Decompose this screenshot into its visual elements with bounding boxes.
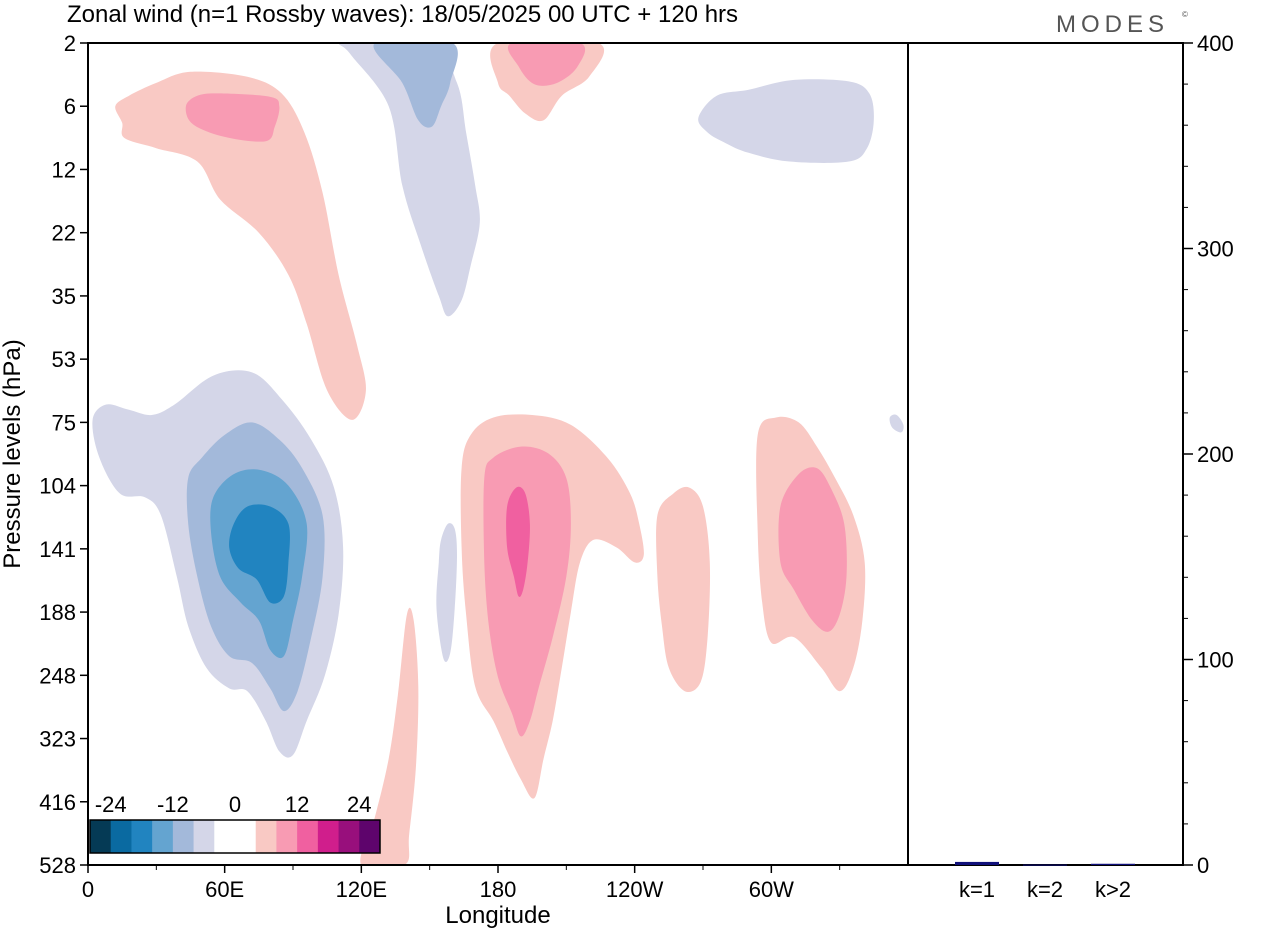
chart-title: Zonal wind (n=1 Rossby waves): 18/05/202… [67,1,738,28]
y-tick-label: 35 [52,284,76,309]
energy-bar-chart: 0100200300400Energy (J/kg)k=1k=2k>2 [955,31,1234,902]
colorbar-swatch [214,820,236,853]
energy-panel-frame [907,42,1184,866]
colorbar-swatch [276,820,298,853]
contour-upper-negative-top-core [373,43,458,128]
energy-category-label: k=2 [1027,877,1063,902]
colorbar-tick-label: 0 [229,792,241,817]
colorbar-legend: -24 -12 0 12 24 [89,792,381,854]
colorbar-tick-label: -12 [157,792,189,817]
colorbar-swatch [110,820,132,853]
colorbar-swatch [317,820,340,853]
colorbar-swatch [338,820,360,853]
y-tick-label: 53 [52,347,76,372]
contour-lower-negative-west-core [229,504,290,604]
contour-upper-positive-top-core [507,43,586,86]
energy-category-label: k>2 [1095,877,1131,902]
contour-upper-negative-top [339,43,480,317]
y-tick-label: 528 [39,853,76,878]
energy-tick-label: 100 [1197,648,1234,673]
contour-lower-positive-narrow [360,607,419,865]
colorbar-swatch [359,820,381,853]
x-tick-label: 120W [606,877,664,902]
contour-upper-positive-west [115,71,366,420]
contour-lower-positive-mid [656,486,711,692]
y-tick-label: 6 [64,94,76,119]
y-tick-label: 104 [39,474,76,499]
colorbar-swatch [172,820,195,853]
y-tick-label: 22 [52,221,76,246]
colorbar-swatch [235,820,257,853]
colorbar-frame [89,819,381,854]
colorbar-swatch [131,820,153,853]
energy-tick-label: 400 [1197,31,1234,56]
y-tick-label: 416 [39,790,76,815]
colorbar-swatch [193,820,215,853]
x-tick-label: 120E [336,877,387,902]
x-tick-label: 60W [749,877,794,902]
contour-lower-positive-center-2 [483,446,571,737]
colorbar-tick-label: 24 [347,792,371,817]
contour-lower-positive-east-core [778,467,847,632]
contour-small-negative-east [889,414,904,433]
x-axis-label: Longitude [445,902,550,929]
y-tick-label: 12 [52,157,76,182]
energy-bar-1 [955,861,999,865]
colorbar-swatch [255,820,277,853]
contour-upper-negative-east [698,79,874,163]
contour-group [92,43,904,865]
y-tick-label: 323 [39,727,76,752]
colorbar-tick-label: -24 [95,792,127,817]
y-tick-label: 248 [39,663,76,688]
contour-upper-positive-west-core [185,93,280,142]
colorbar-tick-label: 12 [285,792,309,817]
contour-plot [92,43,904,865]
x-tick-label: 0 [82,877,94,902]
energy-tick-label: 300 [1197,237,1234,262]
y-axis-label: Pressure levels (hPa) [0,339,26,568]
x-tick-label: 60E [205,877,244,902]
contour-lower-positive-center-core [506,486,530,598]
modes-logo: MODES © [1056,10,1193,38]
y-tick-label: 2 [64,31,76,56]
energy-tick-label: 200 [1197,442,1234,467]
brand-text: MODES [1056,11,1169,38]
colorbar-swatch [297,820,319,853]
colorbar-swatch [152,820,174,853]
y-tick-label: 75 [52,410,76,435]
y-tick-label: 188 [39,600,76,625]
y-tick-label: 141 [39,537,76,562]
energy-tick-label: 0 [1197,853,1209,878]
x-tick-label: 180 [480,877,517,902]
energy-bar-3 [1091,863,1135,865]
colorbar-swatch [90,820,112,853]
energy-bar-2 [1023,864,1067,866]
brand-mark: © [1182,10,1193,19]
contour-lower-negative-narrow [436,523,457,662]
energy-category-label: k=1 [959,877,995,902]
